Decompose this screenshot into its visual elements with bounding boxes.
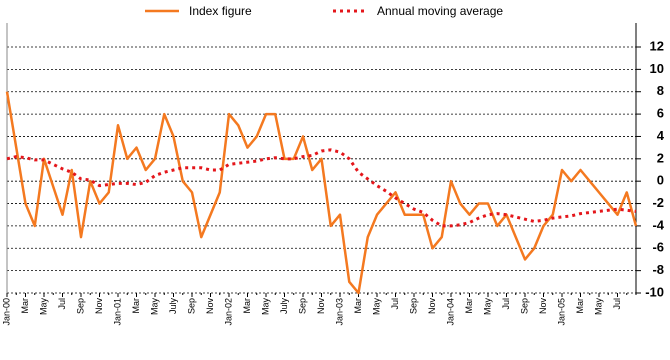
x-tick-label: May xyxy=(149,298,159,316)
x-tick-label: Mar xyxy=(575,298,585,314)
x-tick-label: Jan-01 xyxy=(112,298,122,326)
x-tick-label: Jan-04 xyxy=(445,298,455,326)
y-tick-label: 2 xyxy=(657,150,664,165)
y-tick-label: -8 xyxy=(652,262,664,277)
y-tick-label: -4 xyxy=(652,217,664,232)
x-tick-label: Nov xyxy=(316,298,326,315)
y-tick-label: 12 xyxy=(650,38,664,53)
x-tick-label: Sep xyxy=(297,298,307,314)
x-tick-label: Mar xyxy=(353,298,363,314)
x-tick-label: Nov xyxy=(94,298,104,315)
x-tick-label: Jan-03 xyxy=(334,298,344,326)
x-tick-label: Nov xyxy=(427,298,437,315)
series-line xyxy=(6,148,637,228)
legend-label: Annual moving average xyxy=(377,4,503,18)
series-line xyxy=(5,91,638,295)
x-tick-label: May xyxy=(260,298,270,316)
x-tick-label: May xyxy=(371,298,381,316)
x-tick-label: Sep xyxy=(75,298,85,314)
x-tick-label: May xyxy=(482,298,492,316)
x-tick-label: Jan-05 xyxy=(556,298,566,326)
x-tick-label: Jul xyxy=(390,298,400,310)
y-tick-label: 0 xyxy=(657,173,664,188)
x-tick-label: Nov xyxy=(205,298,215,315)
x-tick-label: July xyxy=(168,298,178,315)
x-tick-label: Jul xyxy=(501,298,511,310)
x-tick-label: May xyxy=(593,298,603,316)
x-tick-label: Jan-00 xyxy=(1,298,11,326)
legend-label: Index figure xyxy=(189,4,252,18)
y-tick-label: -10 xyxy=(645,284,664,299)
x-tick-label: Jul xyxy=(612,298,622,310)
x-tick-label: July xyxy=(279,298,289,315)
x-tick-label: Jul xyxy=(57,298,67,310)
x-tick-label: Mar xyxy=(131,298,141,314)
x-tick-label: Sep xyxy=(186,298,196,314)
x-tick-label: Mar xyxy=(242,298,252,314)
y-tick-label: 4 xyxy=(657,128,665,143)
y-tick-label: 10 xyxy=(650,61,664,76)
y-tick-label: 6 xyxy=(657,106,664,121)
y-tick-label: -6 xyxy=(652,240,664,255)
y-tick-label: 8 xyxy=(657,83,664,98)
x-tick-label: Sep xyxy=(519,298,529,314)
x-tick-label: Mar xyxy=(464,298,474,314)
y-tick-label: -2 xyxy=(652,195,664,210)
x-tick-label: May xyxy=(38,298,48,316)
x-tick-label: Mar xyxy=(20,298,30,314)
x-tick-label: Sep xyxy=(408,298,418,314)
x-tick-label: Nov xyxy=(538,298,548,315)
x-tick-label: Jan-02 xyxy=(223,298,233,326)
